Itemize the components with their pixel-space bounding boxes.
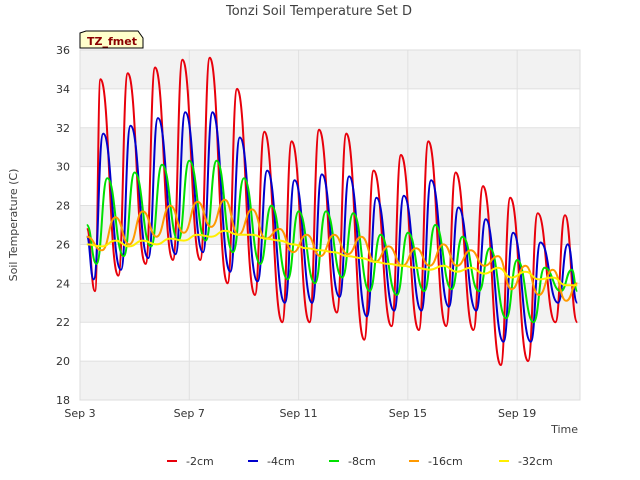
y-tick-label: 32 bbox=[56, 122, 70, 135]
x-tick-label: Sep 11 bbox=[279, 407, 317, 420]
series-line-32cmcm bbox=[86, 229, 578, 287]
x-axis: Sep 3 Sep 7 Sep 11 Sep 15 Sep 19 bbox=[64, 407, 536, 420]
y-axis: 18 20 22 24 26 28 30 32 34 36 bbox=[56, 44, 70, 407]
plot-band bbox=[80, 166, 580, 206]
series-line-16cmcm bbox=[86, 198, 578, 302]
chart-title: Tonzi Soil Temperature Set D bbox=[225, 4, 412, 19]
legend-label: -32cm bbox=[518, 455, 553, 468]
y-tick-label: 24 bbox=[56, 277, 70, 290]
y-tick-label: 22 bbox=[56, 316, 70, 329]
badge-shape bbox=[79, 30, 144, 49]
series-line-4cmcm bbox=[85, 111, 579, 343]
plot-frame bbox=[79, 49, 581, 401]
x-axis-label: Time bbox=[550, 423, 578, 436]
legend-label: -16cm bbox=[428, 455, 463, 468]
series-lines bbox=[85, 56, 579, 366]
legend-label: -8cm bbox=[348, 455, 376, 468]
x-tick-label: Sep 19 bbox=[498, 407, 536, 420]
y-axis-label: Soil Temperature (C) bbox=[7, 169, 20, 282]
series-line-8cmcm bbox=[85, 159, 579, 324]
y-tick-label: 30 bbox=[56, 161, 70, 174]
y-tick-label: 20 bbox=[56, 355, 70, 368]
y-tick-label: 26 bbox=[56, 238, 70, 251]
tz-badge: TZ_fmet bbox=[79, 30, 144, 49]
series-line-2cmcm bbox=[85, 56, 579, 366]
y-tick-label: 36 bbox=[56, 44, 70, 57]
y-tick-label: 28 bbox=[56, 200, 70, 213]
x-tick-label: Sep 3 bbox=[64, 407, 95, 420]
legend: -2cm -4cm -8cm -16cm -32cm bbox=[167, 455, 553, 468]
y-tick-label: 34 bbox=[56, 83, 70, 96]
plot-band bbox=[80, 88, 580, 128]
plot-band bbox=[80, 50, 580, 89]
x-tick-label: Sep 7 bbox=[174, 407, 205, 420]
plot-band bbox=[80, 361, 580, 400]
y-tick-label: 18 bbox=[56, 394, 70, 407]
legend-label: -2cm bbox=[186, 455, 214, 468]
x-tick-label: Sep 15 bbox=[389, 407, 427, 420]
legend-label: -4cm bbox=[267, 455, 295, 468]
badge-label: TZ_fmet bbox=[87, 35, 137, 48]
